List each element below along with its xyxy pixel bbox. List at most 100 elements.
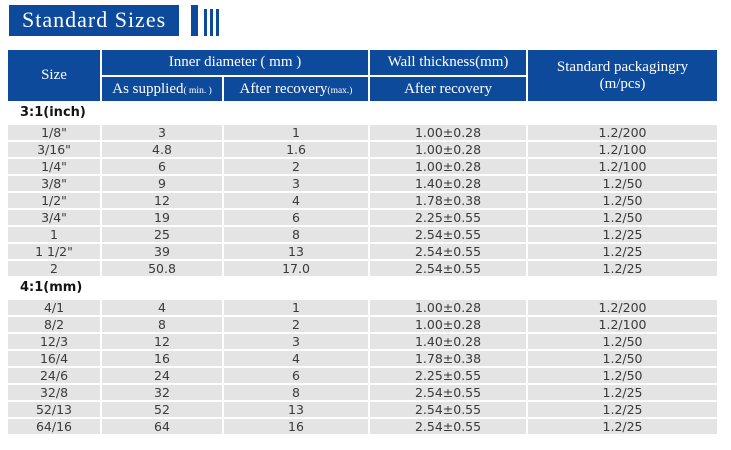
as-supplied-cell: 6 — [101, 158, 224, 176]
after-recovery-cell: 13 — [223, 401, 371, 419]
size-cell: 52/13 — [8, 401, 102, 419]
size-cell: 1/2" — [8, 192, 102, 210]
wall-thickness-cell: 1.00±0.28 — [369, 141, 529, 159]
header-inner-diameter: Inner diameter ( mm ) — [99, 50, 371, 77]
wall-thickness-cell: 1.78±0.38 — [369, 350, 529, 368]
packaging-cell: 1.2/50 — [527, 367, 718, 385]
wall-thickness-cell: 1.00±0.28 — [369, 299, 529, 317]
after-recovery-cell: 4 — [223, 192, 371, 210]
wall-thickness-cell: 1.40±0.28 — [369, 333, 529, 351]
title-accent-bar-thick-icon — [191, 5, 198, 36]
table-row: 4/1 4 1 1.00±0.28 1.2/200 — [8, 299, 718, 317]
size-cell: 32/8 — [8, 384, 102, 402]
as-supplied-cell: 25 — [101, 226, 224, 244]
as-supplied-cell: 12 — [101, 192, 224, 210]
packaging-cell: 1.2/25 — [527, 260, 718, 278]
table-row: 1 1/2" 39 13 2.54±0.55 1.2/25 — [8, 243, 718, 261]
section-row: 4:1(mm) — [8, 277, 718, 300]
table-row: 3/16" 4.8 1.6 1.00±0.28 1.2/100 — [8, 141, 718, 159]
table-row: 1/2" 12 4 1.78±0.38 1.2/50 — [8, 192, 718, 210]
header-packaging-line2: (m/pcs) — [599, 75, 646, 92]
header-after-recovery: After recovery(max.) — [221, 76, 371, 103]
wall-thickness-cell: 1.00±0.28 — [369, 316, 529, 334]
size-cell: 3/8" — [8, 175, 102, 193]
as-supplied-cell: 52 — [101, 401, 224, 419]
wall-thickness-cell: 1.40±0.28 — [369, 175, 529, 193]
header-wall-thickness: Wall thickness(mm) — [368, 50, 529, 77]
as-supplied-cell: 9 — [101, 175, 224, 193]
page-title-text: Standard Sizes — [22, 7, 167, 32]
wall-thickness-cell: 2.25±0.55 — [369, 209, 529, 227]
table-row: 24/6 24 6 2.25±0.55 1.2/50 — [8, 367, 718, 385]
table-row: 2 50.8 17.0 2.54±0.55 1.2/25 — [8, 260, 718, 278]
size-cell: 1/8" — [8, 124, 102, 142]
packaging-cell: 1.2/25 — [527, 401, 718, 419]
header-as-supplied-note: ( min. ) — [183, 85, 212, 96]
wall-thickness-cell: 1.00±0.28 — [369, 158, 529, 176]
after-recovery-cell: 4 — [223, 350, 371, 368]
as-supplied-cell: 32 — [101, 384, 224, 402]
after-recovery-cell: 8 — [223, 384, 371, 402]
as-supplied-cell: 24 — [101, 367, 224, 385]
size-cell: 12/3 — [8, 333, 102, 351]
packaging-cell: 1.2/50 — [527, 333, 718, 351]
packaging-cell: 1.2/200 — [527, 299, 718, 317]
after-recovery-cell: 1 — [223, 299, 371, 317]
as-supplied-cell: 8 — [101, 316, 224, 334]
after-recovery-cell: 6 — [223, 367, 371, 385]
size-cell: 1 1/2" — [8, 243, 102, 261]
header-as-supplied: As supplied( min. ) — [101, 76, 224, 103]
packaging-cell: 1.2/100 — [527, 158, 718, 176]
title-accent-bar-thin-icon — [204, 9, 207, 36]
size-cell: 1/4" — [8, 158, 102, 176]
packaging-cell: 1.2/50 — [527, 192, 718, 210]
size-cell: 16/4 — [8, 350, 102, 368]
table-row: 3/8" 9 3 1.40±0.28 1.2/50 — [8, 175, 718, 193]
header-packaging-line1: Standard packagingry — [556, 58, 689, 75]
after-recovery-cell: 1.6 — [223, 141, 371, 159]
title-accent-bars — [191, 5, 222, 36]
wall-thickness-cell: 2.25±0.55 — [369, 367, 529, 385]
packaging-cell: 1.2/25 — [527, 243, 718, 261]
table-header: Size Inner diameter ( mm ) Wall thicknes… — [8, 50, 718, 103]
header-as-supplied-text: As supplied — [112, 80, 184, 97]
after-recovery-cell: 16 — [223, 418, 371, 436]
table-row: 32/8 32 8 2.54±0.55 1.2/25 — [8, 384, 718, 402]
table-row: 1/8" 3 1 1.00±0.28 1.2/200 — [8, 124, 718, 142]
table-row: 3/4" 19 6 2.25±0.55 1.2/50 — [8, 209, 718, 227]
after-recovery-cell: 2 — [223, 158, 371, 176]
size-cell: 24/6 — [8, 367, 102, 385]
after-recovery-cell: 6 — [223, 209, 371, 227]
after-recovery-cell: 2 — [223, 316, 371, 334]
title-accent-bar-thin-icon — [210, 9, 213, 36]
title-accent-bar-thin-icon — [216, 9, 219, 36]
after-recovery-cell: 3 — [223, 175, 371, 193]
size-cell: 3/4" — [8, 209, 102, 227]
wall-thickness-cell: 2.54±0.55 — [369, 226, 529, 244]
wall-thickness-cell: 2.54±0.55 — [369, 260, 529, 278]
as-supplied-cell: 4.8 — [101, 141, 224, 159]
after-recovery-cell: 13 — [223, 243, 371, 261]
size-cell: 8/2 — [8, 316, 102, 334]
wall-thickness-cell: 1.78±0.38 — [369, 192, 529, 210]
table-row: 16/4 16 4 1.78±0.38 1.2/50 — [8, 350, 718, 368]
size-cell: 1 — [8, 226, 102, 244]
as-supplied-cell: 12 — [101, 333, 224, 351]
size-cell: 64/16 — [8, 418, 102, 436]
header-wall-after-recovery: After recovery — [368, 76, 528, 103]
packaging-cell: 1.2/50 — [527, 175, 718, 193]
size-cell: 3/16" — [8, 141, 102, 159]
section-row: 3:1(inch) — [8, 102, 718, 125]
wall-thickness-cell: 2.54±0.55 — [369, 243, 529, 261]
as-supplied-cell: 39 — [101, 243, 224, 261]
table-row: 52/13 52 13 2.54±0.55 1.2/25 — [8, 401, 718, 419]
packaging-cell: 1.2/200 — [527, 124, 718, 142]
after-recovery-cell: 1 — [223, 124, 371, 142]
as-supplied-cell: 4 — [101, 299, 224, 317]
packaging-cell: 1.2/100 — [527, 316, 718, 334]
packaging-cell: 1.2/25 — [527, 384, 718, 402]
wall-thickness-cell: 1.00±0.28 — [369, 124, 529, 142]
table-row: 64/16 64 16 2.54±0.55 1.2/25 — [8, 418, 718, 436]
as-supplied-cell: 50.8 — [101, 260, 224, 278]
packaging-cell: 1.2/50 — [527, 209, 718, 227]
